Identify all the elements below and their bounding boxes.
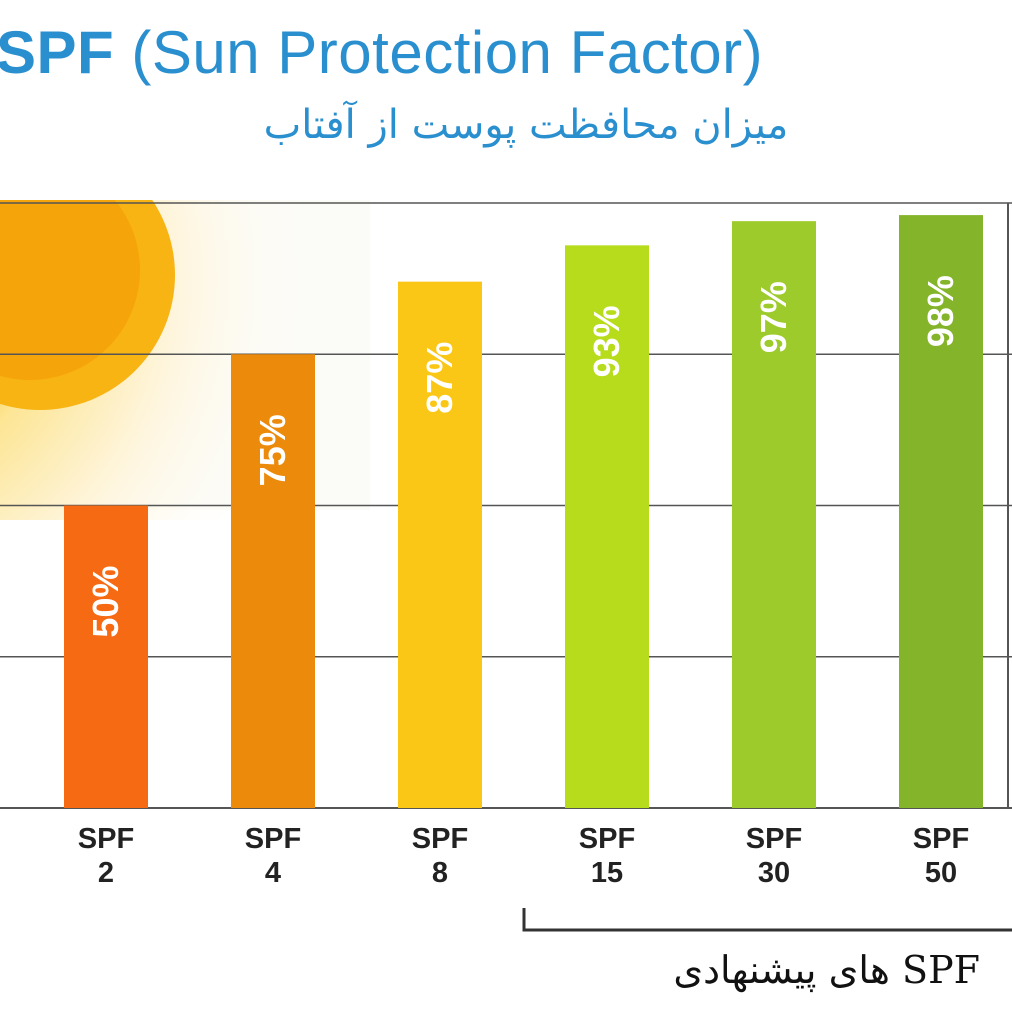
bar-value-label: 98% xyxy=(920,275,961,347)
recommended-bracket xyxy=(522,908,1012,932)
chart-title: SPF (Sun Protection Factor) xyxy=(0,18,1012,87)
x-tick-label: SPF 50 xyxy=(881,822,1001,890)
bar-value-label: 87% xyxy=(419,342,460,414)
x-tick-label-value: 50 xyxy=(924,857,958,889)
bar-value-label: 75% xyxy=(252,414,293,486)
bar-value-label: 93% xyxy=(586,305,627,377)
chart-title-bold: SPF xyxy=(0,19,115,86)
x-tick-label-prefix: SPF xyxy=(411,823,469,855)
x-tick-label-value: 30 xyxy=(757,857,791,889)
x-tick-label-prefix: SPF xyxy=(77,823,135,855)
x-tick-label-value: 8 xyxy=(431,857,449,889)
x-tick-label: SPF 15 xyxy=(547,822,667,890)
bar-30 xyxy=(732,221,816,808)
chart-title-rest: (Sun Protection Factor) xyxy=(114,19,764,86)
x-tick-label-value: 15 xyxy=(590,857,624,889)
bar-4 xyxy=(231,354,315,808)
recommended-spf-label: SPF های پیشنهادی xyxy=(673,948,980,992)
bar-15 xyxy=(565,245,649,809)
chart-subtitle: میزان محافظت پوست از آفتاب xyxy=(263,102,789,148)
x-tick-label: SPF 30 xyxy=(714,822,834,890)
x-tick-label-prefix: SPF xyxy=(912,823,970,855)
bar-50 xyxy=(899,215,983,809)
x-tick-label-value: 2 xyxy=(97,857,115,889)
bar-value-label: 50% xyxy=(85,566,126,638)
x-tick-label-value: 4 xyxy=(264,857,282,889)
x-tick-label: SPF 2 xyxy=(46,822,166,890)
x-tick-label: SPF 4 xyxy=(213,822,333,890)
x-tick-label-prefix: SPF xyxy=(745,823,803,855)
x-tick-label: SPF 8 xyxy=(380,822,500,890)
bar-8 xyxy=(398,281,482,808)
bar-2 xyxy=(64,505,148,808)
bar-value-label: 97% xyxy=(753,281,794,353)
x-tick-label-prefix: SPF xyxy=(244,823,302,855)
x-tick-label-prefix: SPF xyxy=(578,823,636,855)
